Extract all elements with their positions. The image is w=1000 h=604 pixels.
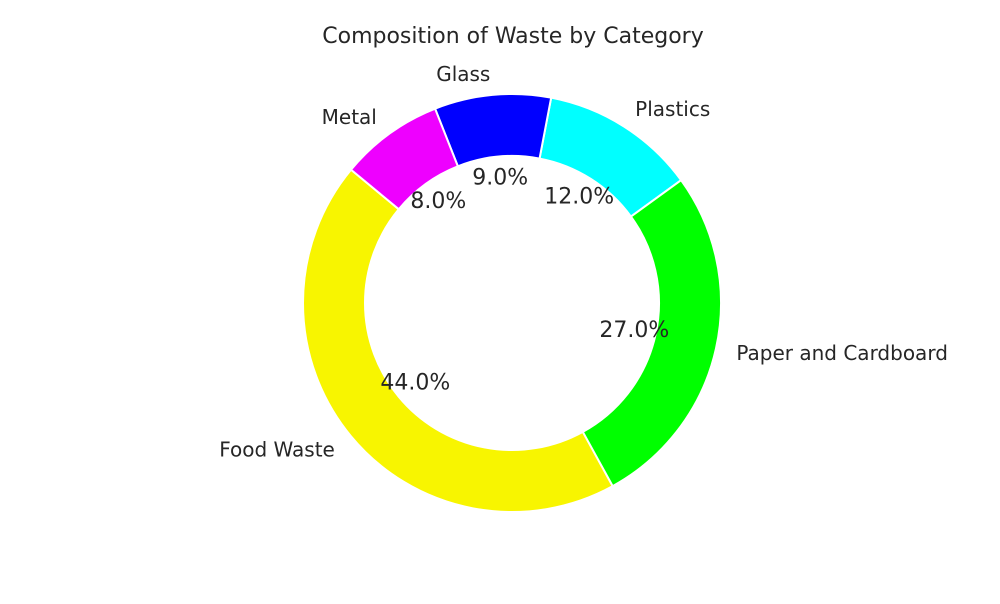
label-metal: Metal [322,105,377,129]
pct-label-food-waste: 44.0% [380,370,450,395]
slices-group [302,93,722,513]
pct-label-glass: 9.0% [472,166,528,191]
label-plastics: Plastics [635,97,710,121]
label-food-waste: Food Waste [219,438,335,462]
pct-label-metal: 8.0% [410,189,466,214]
label-paper-and-cardboard: Paper and Cardboard [736,341,948,365]
chart-title: Composition of Waste by Category [322,24,704,49]
labels-group: Plastics 12.0% Glass 9.0% Metal 8.0% Food Wast… [219,62,948,461]
pct-label-plastics: 12.0% [544,185,614,210]
label-glass: Glass [436,62,490,86]
slice-food-waste [302,168,615,513]
pct-label-paper-and-cardboard: 27.0% [599,318,669,343]
slice-paper-and-cardboard [581,178,722,488]
